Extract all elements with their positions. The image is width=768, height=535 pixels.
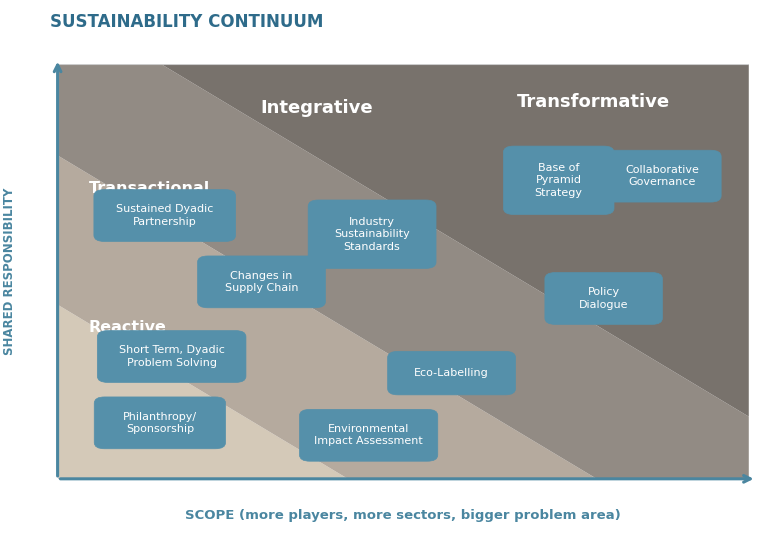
FancyBboxPatch shape <box>197 256 326 308</box>
FancyBboxPatch shape <box>300 409 438 461</box>
Polygon shape <box>58 155 597 479</box>
FancyBboxPatch shape <box>388 351 515 395</box>
Text: Collaborative
Governance: Collaborative Governance <box>625 165 700 187</box>
FancyBboxPatch shape <box>545 272 662 324</box>
Text: Philanthropy/
Sponsorship: Philanthropy/ Sponsorship <box>123 411 197 434</box>
Text: Reactive: Reactive <box>88 320 167 335</box>
Text: Policy
Dialogue: Policy Dialogue <box>579 287 628 310</box>
Text: Changes in
Supply Chain: Changes in Supply Chain <box>225 271 298 293</box>
FancyBboxPatch shape <box>94 397 226 449</box>
FancyBboxPatch shape <box>94 189 236 241</box>
Polygon shape <box>58 305 348 479</box>
Text: Environmental
Impact Assessment: Environmental Impact Assessment <box>314 424 423 447</box>
FancyBboxPatch shape <box>98 331 246 383</box>
Text: Eco-Labelling: Eco-Labelling <box>414 368 489 378</box>
FancyBboxPatch shape <box>604 150 721 202</box>
Text: Transactional: Transactional <box>88 181 210 196</box>
Text: SCOPE (more players, more sectors, bigger problem area): SCOPE (more players, more sectors, bigge… <box>185 509 621 522</box>
Text: Short Term, Dyadic
Problem Solving: Short Term, Dyadic Problem Solving <box>119 345 224 368</box>
Polygon shape <box>58 64 749 479</box>
FancyBboxPatch shape <box>503 146 614 215</box>
FancyBboxPatch shape <box>308 200 436 269</box>
Polygon shape <box>58 64 749 479</box>
Text: Sustained Dyadic
Partnership: Sustained Dyadic Partnership <box>116 204 214 227</box>
Text: SHARED RESPONSIBILITY: SHARED RESPONSIBILITY <box>3 188 15 355</box>
Text: SUSTAINABILITY CONTINUUM: SUSTAINABILITY CONTINUUM <box>50 13 323 32</box>
Text: Industry
Sustainability
Standards: Industry Sustainability Standards <box>334 217 410 251</box>
Text: Integrative: Integrative <box>260 99 373 117</box>
Text: Base of
Pyramid
Strategy: Base of Pyramid Strategy <box>535 163 583 198</box>
Text: Transformative: Transformative <box>517 93 670 111</box>
